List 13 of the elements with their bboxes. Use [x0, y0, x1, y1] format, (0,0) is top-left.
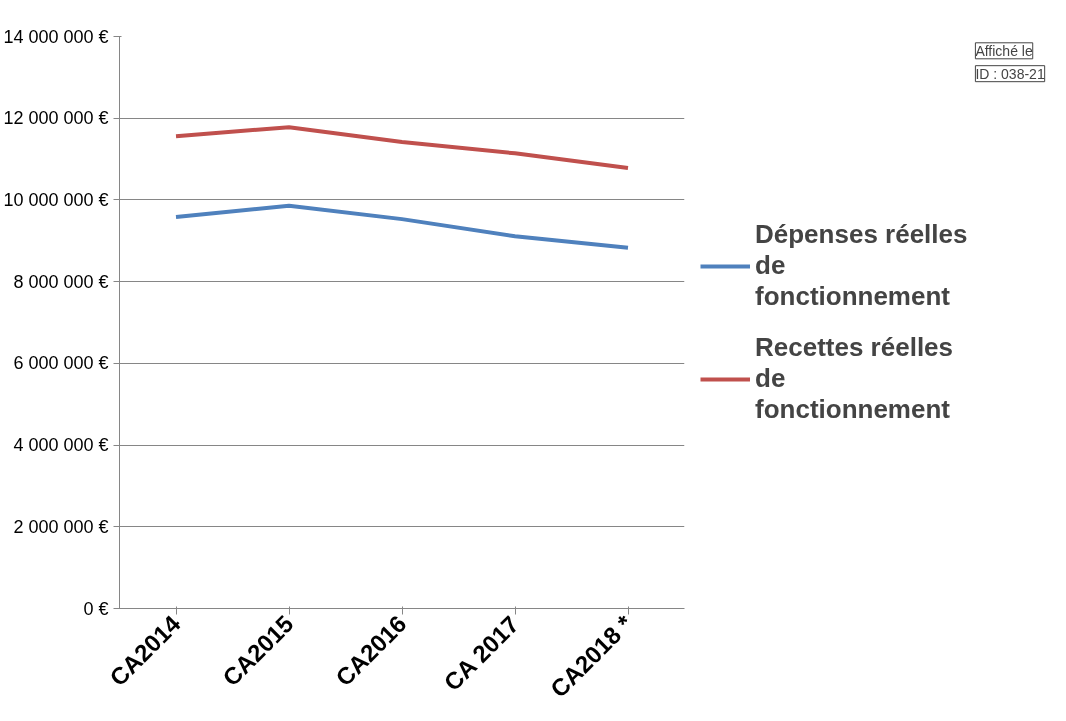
y-tick-label: 4 000 000 €	[13, 435, 109, 456]
line-series	[174, 125, 630, 171]
y-tick-label: 6 000 000 €	[13, 353, 109, 374]
y-tick-label: 12 000 000 €	[3, 108, 109, 129]
legend-label: Recettes réelles de fonctionnement	[755, 332, 954, 425]
y-tick-label: 2 000 000 €	[13, 516, 109, 537]
legend-label: Dépenses réelles de fonctionnement	[755, 219, 968, 312]
y-tick-label: 10 000 000 €	[3, 189, 109, 210]
y-tick-label: 14 000 000 €	[3, 26, 109, 47]
y-tick-label: 8 000 000 €	[13, 271, 109, 292]
line-series	[174, 203, 630, 250]
text: ID : 038-21	[975, 65, 1045, 82]
y-tick-label: 0 €	[83, 598, 109, 619]
